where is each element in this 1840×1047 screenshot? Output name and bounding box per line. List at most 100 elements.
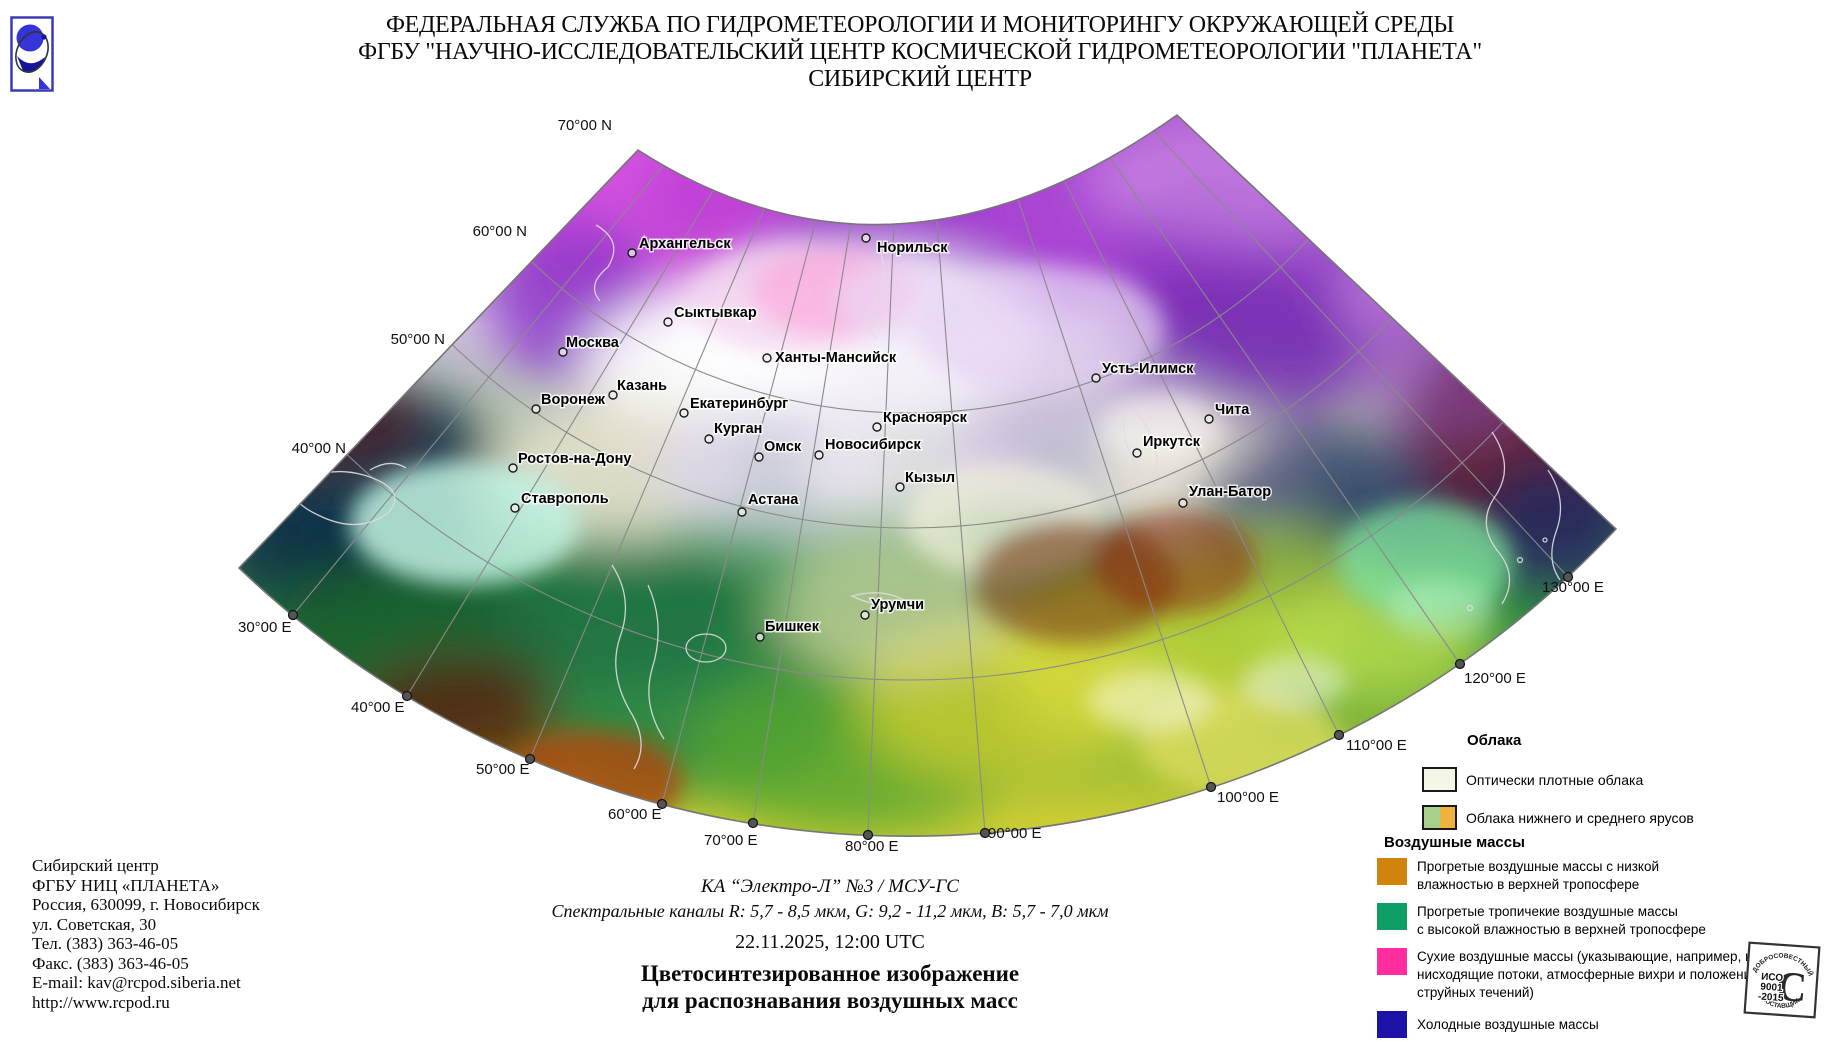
air-mass-swatch <box>1377 903 1407 930</box>
longitude-tick <box>1333 729 1345 741</box>
meridian-line <box>529 115 910 760</box>
air-mass-swatch <box>1377 948 1407 975</box>
corner-triangle-icon <box>39 77 50 89</box>
city-marker <box>762 353 772 363</box>
longitude-label: 70°00 E <box>704 832 758 849</box>
contact-line: E-mail: kav@rcpod.siberia.net <box>32 973 241 992</box>
city-marker <box>558 347 568 357</box>
city-label: Архангельск <box>639 236 731 252</box>
city-marker <box>861 233 871 243</box>
meridian-line <box>867 115 910 836</box>
city-label: Улан-Батор <box>1189 484 1271 500</box>
city-marker <box>627 248 637 258</box>
longitude-tick <box>524 753 536 765</box>
longitude-tick <box>747 817 759 829</box>
air-masses-legend: Прогретые воздушные массы с низкой влажно… <box>1377 858 1760 1047</box>
city-label: Новосибирск <box>825 437 921 453</box>
meridian-line <box>908 115 1340 736</box>
contact-line: Факс. (383) 363-46-05 <box>32 953 189 973</box>
city-label: Ростов-на-Дону <box>518 451 631 467</box>
meridian-line <box>406 115 910 697</box>
city-marker <box>737 507 747 517</box>
city-marker <box>508 463 518 473</box>
meridian-line <box>661 115 910 805</box>
city-marker <box>814 450 824 460</box>
city-label: Екатеринбург <box>690 396 788 412</box>
badge-letter: С <box>1775 964 1808 1012</box>
city-marker <box>872 422 882 432</box>
air-mass-legend-item: Холодные воздушные массы <box>1377 1011 1760 1038</box>
product-datetime: 22.11.2025, 12:00 UTC <box>735 931 925 953</box>
city-markers: Архангельск Норильск Сыктывкар Москва Ханты-… <box>508 233 1273 642</box>
contact-line: Россия, 630099, г. Новосибирск <box>32 895 260 914</box>
city-marker <box>510 503 520 513</box>
meridian-line <box>908 115 1461 665</box>
longitude-label: 50°00 E <box>476 761 530 778</box>
badge-9001: 9001 <box>1760 982 1783 995</box>
city-label: Казань <box>617 378 667 394</box>
meridian-line <box>908 115 1569 578</box>
city-label: Ставрополь <box>521 491 609 507</box>
contact-line: ФГБУ НИЦ «ПЛАНЕТА» <box>32 875 220 895</box>
city-label: Урумчи <box>871 597 924 613</box>
longitude-label: 80°00 E <box>845 838 899 855</box>
air-mass-swatch <box>1377 858 1407 885</box>
cloud-legend-label: Облака нижнего и среднего ярусов <box>1466 809 1694 826</box>
city-marker <box>704 434 714 444</box>
longitude-tick <box>862 829 874 841</box>
cloud-legend-label: Оптически плотные облака <box>1466 771 1644 788</box>
air-mass-legend-label: Прогретые воздушные массы с низкой влажно… <box>1417 859 1660 892</box>
product-caption: КА “Электро-Л” №3 / МСУ-ГС Спектральные … <box>420 876 1240 1014</box>
air-mass-legend-item: Сухие воздушные массы (указывающие, напр… <box>1377 948 1760 1002</box>
cloud-swatch <box>1422 767 1457 792</box>
latitude-label: 50°00 N <box>391 331 445 348</box>
coastlines <box>293 224 1562 770</box>
city-label: Сыктывкар <box>674 305 757 321</box>
header-line-1: ФЕДЕРАЛЬНАЯ СЛУЖБА ПО ГИДРОМЕТЕОРОЛОГИИ … <box>385 12 1455 38</box>
spectral-channels: Спектральные каналы R: 5,7 - 8,5 мкм, G:… <box>551 901 1109 921</box>
longitude-label: 100°00 E <box>1217 789 1279 806</box>
satellite-name: КА “Электро-Л” №3 / МСУ-ГС <box>701 876 959 897</box>
graticule <box>239 115 1616 836</box>
city-label: Иркутск <box>1143 434 1201 450</box>
longitude-label: 120°00 E <box>1464 670 1526 687</box>
city-label: Омск <box>764 439 802 455</box>
contact-line: Сибирский центр <box>32 856 159 875</box>
city-marker <box>895 482 905 492</box>
city-label: Ханты-Мансийск <box>775 350 897 366</box>
longitude-tick <box>979 827 991 839</box>
air-mass-legend-label: Прогретые тропичекие воздушные массы с вы… <box>1417 904 1706 937</box>
cloud-swatch <box>1422 805 1457 830</box>
city-label: Курган <box>714 421 762 437</box>
meridian-line <box>292 115 910 616</box>
longitude-tick <box>1562 571 1574 583</box>
orbit-icon <box>15 31 49 73</box>
meridian-line <box>908 115 1212 788</box>
city-label: Воронеж <box>541 392 606 408</box>
map-boundary <box>237 113 1618 837</box>
contact-line: ул. Советская, 30 <box>32 914 157 934</box>
longitude-label: 30°00 E <box>238 619 292 636</box>
header-line-2: ФГБУ "НАУЧНО-ИССЛЕДОВАТЕЛЬСКИЙ ЦЕНТР КОС… <box>358 39 1482 65</box>
meridian-line <box>908 115 986 834</box>
air-mass-legend-item: Прогретые тропичекие воздушные массы с вы… <box>1377 903 1760 939</box>
page-header: ФЕДЕРАЛЬНАЯ СЛУЖБА ПО ГИДРОМЕТЕОРОЛОГИИ … <box>0 12 1840 93</box>
air-mass-swatch <box>1377 1011 1407 1038</box>
contact-info: Сибирский центр ФГБУ НИЦ «ПЛАНЕТА» Россия,… <box>32 856 260 1012</box>
air-masses-legend-title: Воздушные массы <box>1384 834 1525 851</box>
city-label: Бишкек <box>765 619 820 635</box>
city-marker <box>608 390 618 400</box>
badge-frame <box>1743 941 1821 1019</box>
city-label: Норильск <box>877 240 948 256</box>
city-marker <box>663 317 673 327</box>
clouds-legend-title: Облака <box>1467 732 1522 749</box>
longitude-label: 90°00 E <box>988 825 1042 842</box>
city-label: Красноярск <box>883 410 968 426</box>
badge-2015: -2015 <box>1758 991 1785 1004</box>
planeta-logo <box>10 16 54 92</box>
cloud-legend-item: Облака нижнего и среднего ярусов <box>1422 805 1694 830</box>
badge-iso: ИСО <box>1761 972 1784 985</box>
city-marker <box>755 632 765 642</box>
satellite-dot-icon <box>41 34 47 40</box>
